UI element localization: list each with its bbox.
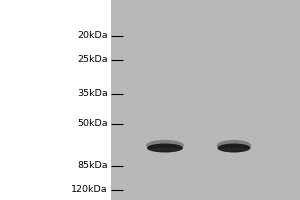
Text: 35kDa: 35kDa bbox=[77, 90, 108, 98]
Text: 20kDa: 20kDa bbox=[77, 31, 108, 40]
Text: 50kDa: 50kDa bbox=[77, 119, 108, 129]
Ellipse shape bbox=[150, 148, 180, 151]
Text: 120kDa: 120kDa bbox=[71, 186, 108, 194]
Text: 85kDa: 85kDa bbox=[77, 162, 108, 170]
Text: 25kDa: 25kDa bbox=[77, 55, 108, 64]
Ellipse shape bbox=[217, 140, 251, 151]
Ellipse shape bbox=[147, 144, 183, 152]
Ellipse shape bbox=[220, 148, 248, 151]
Ellipse shape bbox=[146, 140, 184, 151]
Bar bbox=[111, 0, 300, 200]
Ellipse shape bbox=[218, 144, 250, 152]
